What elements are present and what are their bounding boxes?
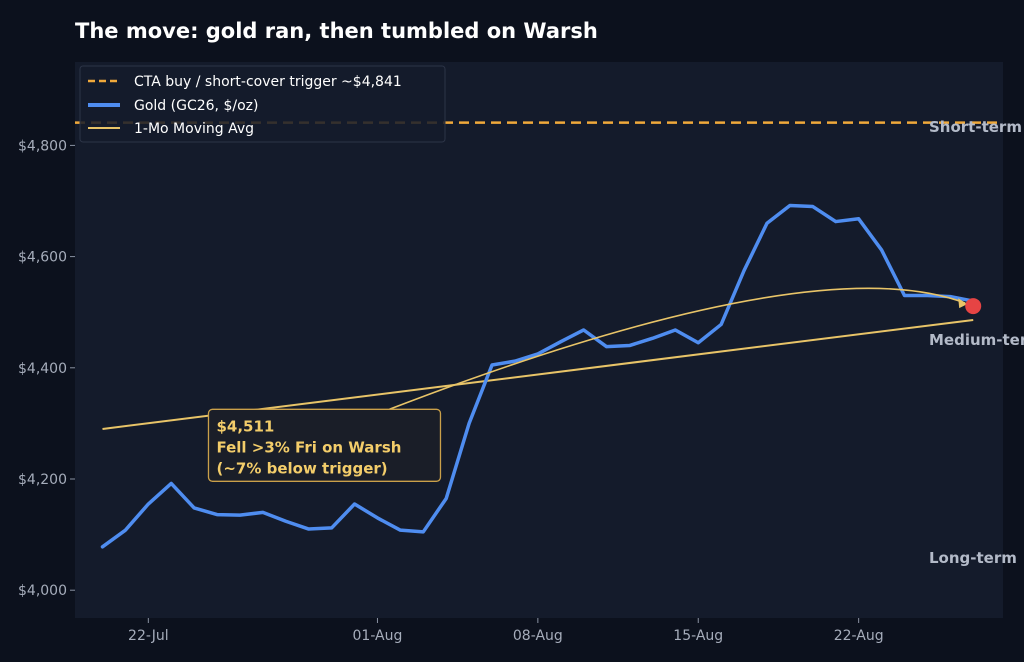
legend-label-gold: Gold (GC26, $/oz) — [134, 98, 258, 114]
gold-point — [765, 221, 769, 225]
y-tick-label: $4,800 — [18, 138, 67, 154]
zone-label: Short-term — [929, 118, 1022, 136]
gold-point — [444, 496, 448, 500]
gold-point — [307, 527, 311, 531]
legend-label-trigger: CTA buy / short-cover trigger ~$4,841 — [134, 74, 402, 90]
y-tick-label: $4,600 — [18, 250, 67, 266]
annotation-arrowhead — [958, 298, 968, 309]
zone-label: Medium-term — [929, 331, 1024, 349]
x-tick-label: 08-Aug — [513, 628, 563, 644]
gold-point — [375, 516, 379, 520]
x-tick-label: 01-Aug — [353, 628, 403, 644]
x-tick-label: 22-Jul — [128, 628, 169, 644]
zone-labels: Short-term Medium-term Long-term — [929, 118, 1024, 567]
annotation-layer: $4,511 Fell >3% Fri on Warsh (~7% below tr… — [207, 287, 982, 482]
gold-point — [123, 528, 127, 532]
x-axis: 22-Jul 01-Aug 08-Aug 15-Aug 22-Aug — [128, 618, 884, 644]
annotation-text-line: Fell >3% Fri on Warsh — [216, 438, 401, 456]
legend-label-moving-avg: 1-Mo Moving Avg — [134, 121, 254, 137]
gold-point — [742, 269, 746, 273]
y-tick-label: $4,000 — [18, 583, 67, 599]
gold-point — [719, 322, 723, 326]
chart-title: The move: gold ran, then tumbled on Wars… — [75, 19, 598, 43]
series-line-gold — [100, 203, 975, 549]
x-tick-label: 15-Aug — [673, 628, 723, 644]
gold-point — [238, 513, 242, 517]
gold-point — [880, 248, 884, 252]
gold-point — [100, 545, 104, 549]
gold-point — [398, 528, 402, 532]
gold-point — [605, 345, 609, 349]
x-tick-label: 22-Aug — [834, 628, 884, 644]
gold-point — [834, 220, 838, 224]
gold-point — [925, 294, 929, 298]
gold-point — [330, 526, 334, 530]
y-tick-label: $4,400 — [18, 361, 67, 377]
gold-point — [215, 513, 219, 517]
y-axis: $4,000 $4,200 $4,400 $4,600 $4,800 — [18, 138, 75, 599]
gold-point — [902, 294, 906, 298]
plot-area — [75, 62, 1003, 618]
latest-price-marker — [965, 298, 982, 315]
gold-point — [353, 502, 357, 506]
gold-point — [467, 421, 471, 425]
gold-point — [582, 328, 586, 332]
gold-point — [146, 502, 150, 506]
gold-point — [650, 336, 654, 340]
gold-point — [811, 205, 815, 209]
gold-point — [284, 519, 288, 523]
zone-label: Long-term — [929, 549, 1017, 567]
legend-box — [79, 65, 446, 143]
annotation-text-line: (~7% below trigger) — [216, 459, 387, 477]
gold-point — [192, 506, 196, 510]
annotation-arrow — [389, 287, 966, 411]
gold-point — [628, 344, 632, 348]
gold-point — [169, 481, 173, 485]
y-tick-label: $4,200 — [18, 472, 67, 488]
legend: CTA buy / short-cover trigger ~$4,841 Go… — [79, 65, 446, 143]
gold-point — [673, 328, 677, 332]
gold-point — [559, 340, 563, 344]
gold-point — [696, 341, 700, 345]
gold-point — [490, 363, 494, 367]
gold-point — [421, 530, 425, 534]
gold-point — [261, 510, 265, 514]
gold-point — [788, 203, 792, 207]
annotation-box — [207, 408, 442, 482]
gold-point — [857, 217, 861, 221]
annotation-text-line: $4,511 — [216, 417, 274, 435]
